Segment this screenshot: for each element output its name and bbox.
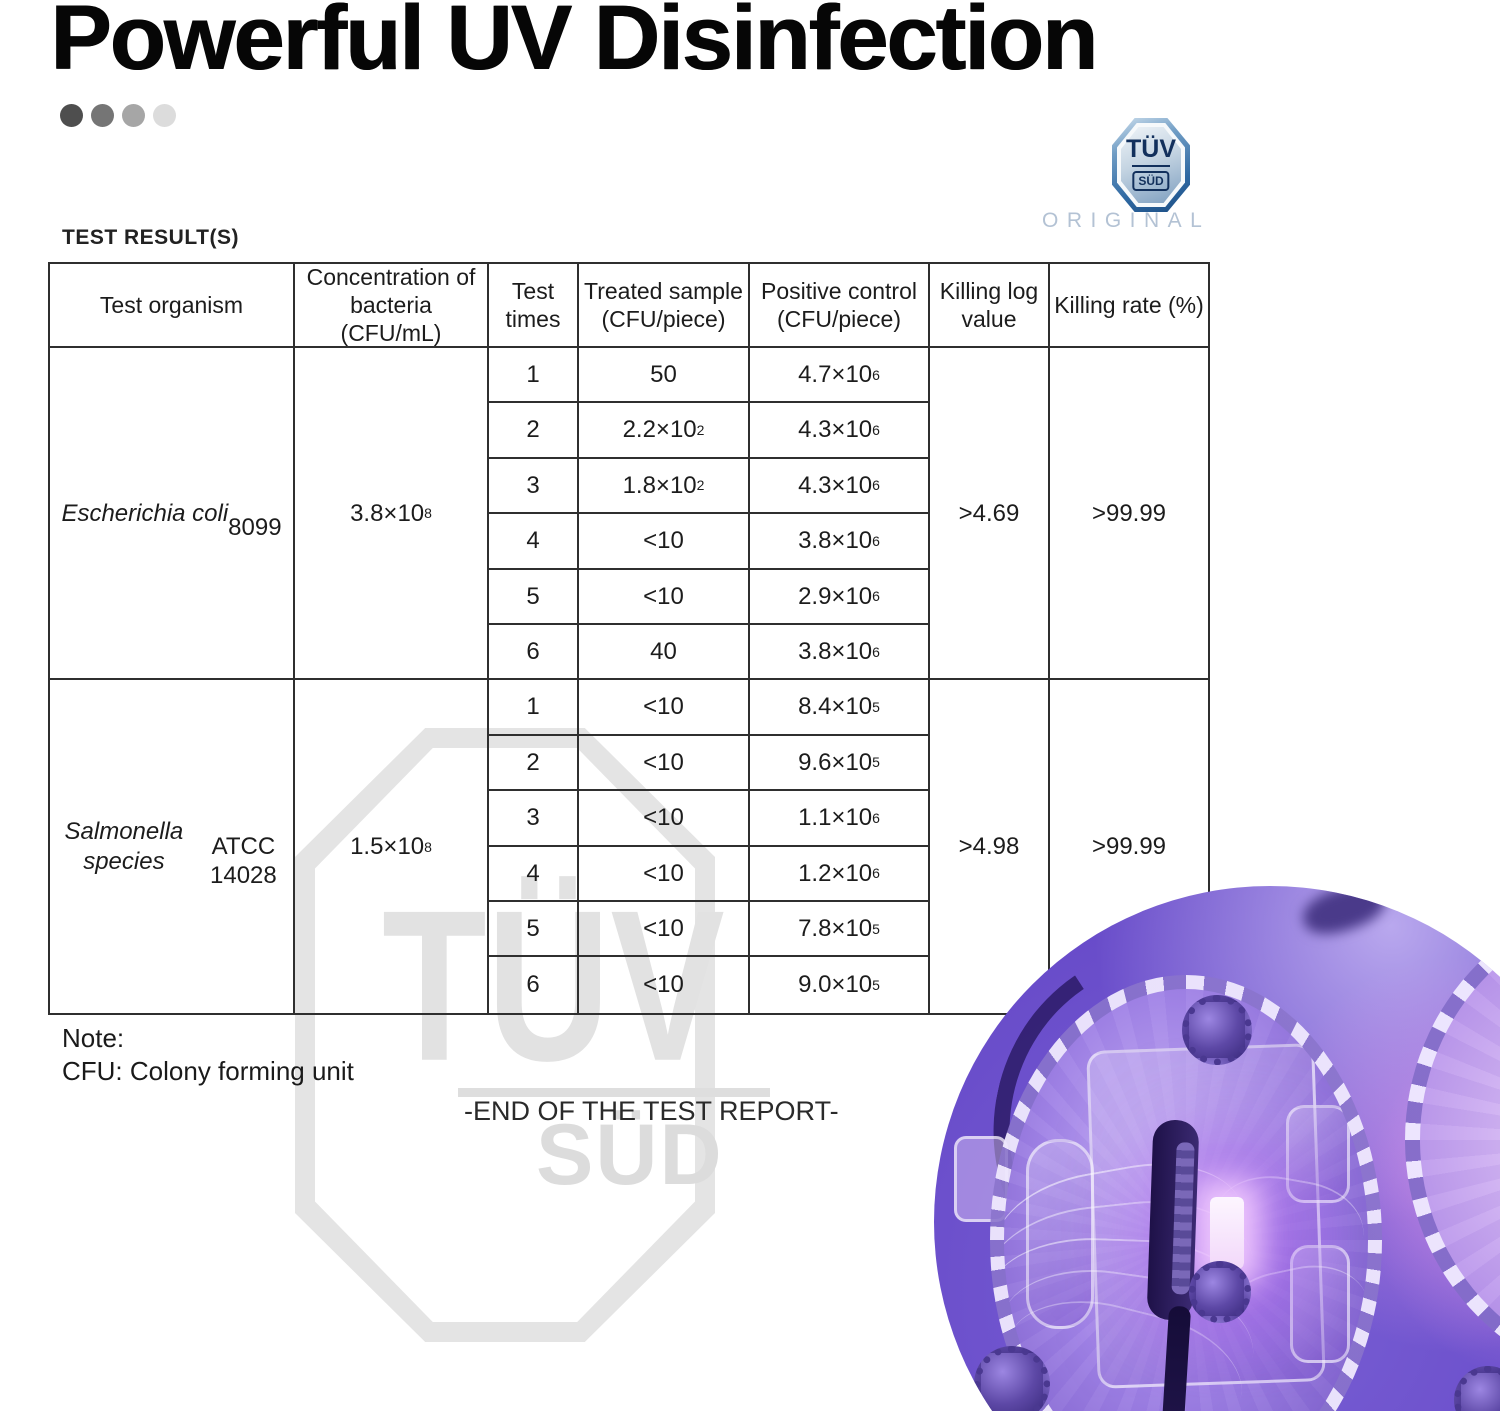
glass-panel <box>1286 1105 1350 1203</box>
header-cell: Killing log value <box>930 264 1050 348</box>
test-time-cell: 5 <box>489 569 579 625</box>
treated-sample-cell: <10 <box>579 569 750 625</box>
positive-control-cell: 9.0×10 5 <box>750 957 930 1013</box>
virus-particle <box>974 1346 1050 1411</box>
positive-control-cell: 4.3×10 6 <box>750 458 930 515</box>
note-text: CFU: Colony forming unit <box>62 1056 354 1087</box>
organism-cell: Escherichia coli 8099 <box>50 348 295 681</box>
test-time-cell: 5 <box>489 901 579 958</box>
header-cell: Positive control (CFU/piece) <box>750 264 930 348</box>
dot <box>153 104 176 127</box>
watermark-sud-text: SÜD <box>536 1107 724 1203</box>
organism-cell: Salmonella species ATCC 14028 <box>50 680 295 1013</box>
test-time-cell: 2 <box>489 735 579 792</box>
test-time-cell: 6 <box>489 957 579 1013</box>
header-cell: Concentration of bacteria (CFU/mL) <box>295 264 489 348</box>
concentration-cell: 1.5×10 8 <box>295 680 489 1013</box>
uv-lamp <box>1210 1197 1244 1269</box>
positive-control-cell: 2.9×10 6 <box>750 569 930 625</box>
positive-control-cell: 1.1×10 6 <box>750 791 930 847</box>
virus-particle-blurred <box>1297 886 1391 942</box>
treated-sample-cell: <10 <box>579 846 750 902</box>
page-title: Powerful UV Disinfection <box>50 0 1098 89</box>
treated-sample-cell: <10 <box>579 791 750 847</box>
header-cell: Test times <box>489 264 579 348</box>
header-cell: Treated sample (CFU/piece) <box>579 264 750 348</box>
dot <box>60 104 83 127</box>
virus-particle <box>1189 1261 1251 1323</box>
test-time-cell: 3 <box>489 791 579 847</box>
treated-sample-cell: <10 <box>579 680 750 736</box>
title-dots <box>60 104 176 127</box>
positive-control-cell: 9.6×10 5 <box>750 735 930 792</box>
test-results-table: Test organism Concentration of bacteria (… <box>48 262 1210 1015</box>
virus-particle <box>1182 995 1252 1065</box>
treated-sample-cell: <10 <box>579 514 750 570</box>
watermark-octagon <box>295 728 715 1342</box>
header-cell: Killing rate (%) <box>1050 264 1208 348</box>
glass-panel <box>1026 1139 1094 1329</box>
glass-panel <box>1290 1245 1350 1363</box>
treated-sample-cell: <10 <box>579 735 750 792</box>
killing-rate-cell: >99.99 <box>1091 832 1167 860</box>
badge-tuv-text: TÜV <box>1126 135 1176 163</box>
badge-divider <box>1132 165 1170 167</box>
treated-sample-cell: 40 <box>579 624 750 681</box>
treated-sample-cell: 2.2×10 2 <box>579 403 750 459</box>
badge-sud-text: SÜD <box>1132 171 1170 191</box>
test-time-cell: 6 <box>489 624 579 681</box>
watermark-divider <box>458 1088 770 1097</box>
watermark-tuv-text: TÜV <box>382 865 725 1106</box>
positive-control-cell: 4.7×10 6 <box>750 348 930 404</box>
tuv-sud-badge-icon: TÜV SÜD <box>1112 118 1190 212</box>
end-of-report: -END OF THE TEST REPORT- <box>464 1096 839 1126</box>
badge-caption: ORIGINAL <box>1042 209 1211 232</box>
killing-log-cell: >4.69 <box>930 348 1050 681</box>
test-time-cell: 3 <box>489 458 579 515</box>
header-cell: Test organism <box>50 264 295 348</box>
toothbrush-bristles <box>1171 1142 1195 1295</box>
positive-control-cell: 1.2×10 6 <box>750 846 930 902</box>
test-time-cell: 4 <box>489 846 579 902</box>
positive-control-cell: 3.8×10 6 <box>750 514 930 570</box>
test-time-cell: 1 <box>489 680 579 736</box>
section-heading: TEST RESULT(S) <box>62 226 239 249</box>
positive-control-cell: 4.3×10 6 <box>750 403 930 459</box>
killing-rate-cell: >99.99 <box>1050 348 1208 681</box>
treated-sample-cell: 1.8×10 2 <box>579 458 750 515</box>
note: Note: CFU: Colony forming unit <box>62 1022 354 1089</box>
treated-sample-cell: <10 <box>579 957 750 1013</box>
killing-log-cell: >4.98 <box>930 680 1050 1013</box>
test-time-cell: 1 <box>489 348 579 404</box>
note-label: Note: <box>62 1023 125 1053</box>
positive-control-cell: 3.8×10 6 <box>750 624 930 681</box>
test-time-cell: 2 <box>489 403 579 459</box>
dot <box>91 104 114 127</box>
positive-control-cell: 7.8×10 5 <box>750 901 930 958</box>
concentration-cell: 3.8×10 8 <box>295 348 489 681</box>
treated-sample-cell: <10 <box>579 901 750 958</box>
treated-sample-cell: 50 <box>579 348 750 404</box>
dot <box>122 104 145 127</box>
test-time-cell: 4 <box>489 514 579 570</box>
positive-control-cell: 8.4×10 5 <box>750 680 930 736</box>
